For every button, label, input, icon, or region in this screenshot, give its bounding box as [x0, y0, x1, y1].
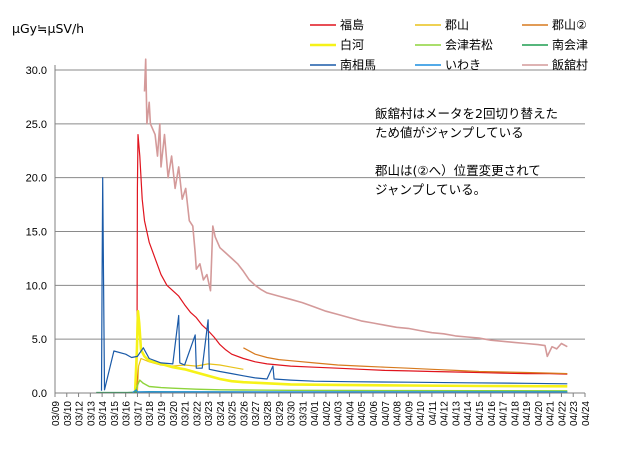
x-tick-label: 04/07: [381, 401, 392, 426]
x-tick-label: 04/04: [345, 401, 356, 426]
annotation-line-2: ため値がジャンプしている: [375, 125, 524, 140]
y-tick-label: 15.0: [26, 227, 47, 239]
x-tick-label: 04/12: [440, 401, 451, 426]
x-tick-label: 03/19: [157, 401, 168, 426]
series-line-9: [143, 58, 568, 358]
gridlines: [55, 69, 585, 340]
series-line-3: [243, 347, 568, 375]
series-line-8: [132, 389, 568, 393]
x-tick-label: 04/20: [534, 401, 545, 426]
annotation-line-1: 飯舘村はメータを2回切り替えた: [375, 106, 558, 121]
series-line-1: [136, 134, 568, 391]
y-tick-label: 30.0: [26, 65, 47, 77]
x-tick-label: 04/18: [510, 401, 521, 426]
legend-label-5: 会津若松: [445, 38, 493, 52]
series-lines: [96, 58, 568, 394]
x-tick-label: 03/24: [216, 401, 227, 426]
x-tick-label: 04/08: [393, 401, 404, 426]
y-tick-label: 20.0: [26, 173, 47, 185]
x-tick-label: 03/26: [239, 401, 250, 426]
y-axis-label: μGy≒μSV/h: [12, 21, 85, 36]
x-tick-label: 04/22: [557, 401, 568, 426]
series-line-4: [133, 309, 568, 392]
x-tick-label: 03/14: [98, 401, 109, 426]
legend-label-9: 飯舘村: [552, 57, 588, 72]
x-tick-label: 04/21: [546, 401, 557, 426]
legend-label-8: いわき: [445, 58, 481, 72]
x-tick-label: 04/19: [522, 401, 533, 426]
x-tick-label: 04/02: [322, 401, 333, 426]
x-tick-label: 04/09: [404, 401, 415, 426]
x-tick-label: 04/15: [475, 401, 486, 426]
x-tick-label: 04/16: [487, 401, 498, 426]
x-tick-label: 03/30: [287, 401, 298, 426]
x-tick-label: 03/18: [145, 401, 156, 426]
x-tick-label: 03/12: [75, 401, 86, 426]
x-tick-label: 03/09: [51, 401, 62, 426]
x-tick-label: 04/10: [416, 401, 427, 426]
x-tick-label: 03/31: [298, 401, 309, 426]
legend-label-3: 郡山②: [552, 18, 587, 32]
x-tick-label: 04/13: [451, 401, 462, 426]
legend-label-6: 南会津: [552, 37, 588, 52]
x-tick-label: 03/28: [263, 401, 274, 426]
legend-label-7: 南相馬: [340, 57, 376, 72]
axes: [54, 65, 585, 394]
x-axis-ticks: 03/09 03/10 03/12 03/13 03/14 03/15 03/16 03/17…: [51, 393, 592, 426]
y-tick-label: 10.0: [26, 280, 47, 292]
legend-label-4: 白河: [340, 37, 364, 52]
x-tick-label: 03/23: [204, 401, 215, 426]
x-tick-label: 04/23: [569, 401, 580, 426]
x-tick-label: 04/24: [581, 401, 592, 426]
series-line-5: [134, 379, 568, 393]
annotation-line-4: ジャンプしている。: [375, 182, 487, 197]
legend-label-2: 郡山: [445, 18, 469, 32]
x-tick-label: 03/21: [181, 401, 192, 426]
x-tick-label: 03/16: [122, 401, 133, 426]
x-tick-label: 03/22: [192, 401, 203, 426]
legend-label-1: 福島: [340, 17, 364, 32]
x-tick-label: 03/29: [275, 401, 286, 426]
x-tick-label: 03/20: [169, 401, 180, 426]
x-tick-label: 03/10: [63, 401, 74, 426]
x-tick-label: 04/06: [369, 401, 380, 426]
y-tick-label: 0.0: [32, 388, 47, 400]
x-tick-label: 04/17: [499, 401, 510, 426]
x-tick-label: 04/01: [310, 401, 321, 426]
annotation-line-3: 郡山は(②へ）位置変更されて: [375, 163, 541, 178]
series-line-7: [100, 177, 568, 391]
x-tick-label: 04/05: [357, 401, 368, 426]
x-tick-label: 03/27: [251, 401, 262, 426]
x-tick-label: 03/17: [133, 401, 144, 426]
x-tick-label: 04/03: [334, 401, 345, 426]
x-tick-label: 04/14: [463, 401, 474, 426]
y-tick-label: 25.0: [26, 119, 47, 131]
x-tick-label: 03/25: [228, 401, 239, 426]
y-axis-ticks: 0.0 5.0 10.0 15.0 20.0 25.0 30.0: [26, 65, 47, 400]
x-tick-label: 03/15: [110, 401, 121, 426]
y-tick-label: 5.0: [32, 334, 47, 346]
x-tick-label: 03/13: [86, 401, 97, 426]
x-tick-label: 04/11: [428, 401, 439, 426]
series-line-2: [136, 357, 244, 392]
